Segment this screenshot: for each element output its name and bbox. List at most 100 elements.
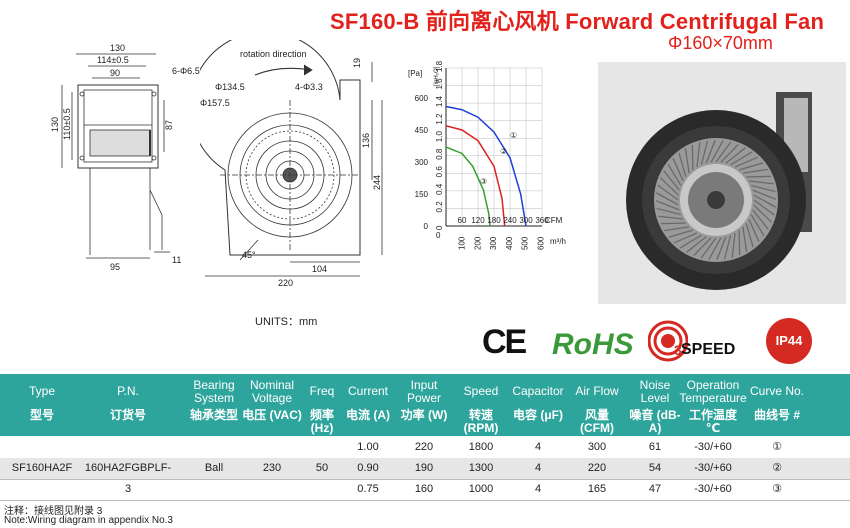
impeller-blade [664,226,690,232]
dim-104: 104 [312,264,327,274]
cell-power: 220 [414,441,434,453]
table-header: Type 型号 P.N. 订货号 Bearing System 轴承类型 Nominal V… [0,374,850,436]
header-cn: 转速 (RPM) [463,408,499,435]
row-divider [0,500,850,501]
header-cell: Capacitor 电容 (μF) [508,374,568,436]
impeller-blade [672,157,684,182]
cell-curve: ② [772,462,782,474]
ip44-badge: IP44 [766,318,812,364]
cell-speed: 1300 [468,462,494,474]
header-en: Bearing System [193,377,235,405]
cell-voltage: 230 [262,462,282,474]
header-cn: 电流 (A) [346,408,390,422]
impeller-blade [723,234,732,260]
cfm-tick-label: 360 [535,216,549,225]
dim-11: 11 [172,255,181,265]
header-en: Operation Temperature [679,377,747,405]
m3h-axis-label: m³/h [550,237,566,246]
page-subtitle: Φ160×70mm [668,33,773,53]
curve-label-2: ② [500,147,507,156]
dim-phi134: Φ134.5 [215,82,245,92]
impeller-blade [742,226,748,252]
impeller-blade [700,237,717,259]
fan-product-image [598,62,846,304]
dim-holes: 6-Φ6.5 [172,66,200,76]
units-label: UNITS：mm [255,316,318,328]
table-row: 0.75 160 1000 4 165 47 -30/+60 ③ [0,479,850,500]
impeller-blade [752,209,769,230]
rotation-direction-label: rotation direction [240,49,307,59]
row-divider [0,479,850,480]
side-view-drawing: 130 114±0.5 90 6-Φ6.5 130 110±0.5 87 95 … [50,43,200,272]
ce-mark: CE [482,323,527,361]
impeller-blade [745,222,754,248]
curve-series-3 [445,146,491,227]
impeller-blade [731,232,736,258]
header-en: Noise Level [639,377,671,405]
impeller-blade [663,170,680,191]
cell-current: 1.00 [357,441,379,453]
dim-95: 95 [110,262,120,272]
impeller-blade [656,207,682,216]
impeller-blade [716,236,727,261]
cfm-tick-label: 120 [471,216,485,225]
cell-airflow: 220 [587,462,607,474]
inh2o-tick-label: 1.0 [435,131,444,143]
pa-tick-label: 0 [424,222,429,231]
cell-speed: 1000 [468,483,494,495]
impeller-blade [738,162,764,171]
cell-noise: 61 [648,441,662,453]
header-en: Speed [463,384,499,398]
impeller-blade [730,151,753,166]
header-cell: Bearing System 轴承类型 [179,374,249,436]
header-en: Current [347,384,388,398]
note-english: Note:Wiring diagram in appendix No.3 [4,515,173,526]
cell-temp: -30/+60 [694,462,732,474]
header-cn: 风量 (CFM) [580,408,614,435]
header-cn: 工作温度 ℃ [688,408,737,435]
dim-87: 87 [164,120,174,130]
cell-airflow: 300 [587,441,607,453]
speed-badge-icon: 3 [648,320,688,362]
impeller-blade [753,204,773,223]
cell-noise: 54 [648,462,662,474]
m3h-tick-label: 100 [458,236,467,250]
header-cn: 电压 (VAC) [242,408,302,422]
header-cn: 电容 (μF) [513,408,563,422]
inh2o-tick-label: 0.2 [435,201,444,213]
cell-speed: 1800 [468,441,494,453]
rohs-mark: RoHS [552,328,634,361]
impeller-blade [693,237,712,257]
page-title: SF160-B 前向离心风机 Forward Centrifugal Fan [330,9,825,34]
header-cell: Input Power 功率 (W) [398,374,450,436]
impeller-blade [657,184,679,201]
impeller-blade [705,139,716,164]
cell-current: 0.90 [357,462,379,474]
speed-label: SPEED [681,341,736,358]
header-cn: 频率 (Hz) [309,408,334,435]
impeller-blade [696,142,701,168]
dim-phi157: Φ157.5 [200,98,230,108]
impeller-blade [710,140,724,163]
pa-unit: [Pa] [408,69,422,78]
header-cell: Type 型号 [2,374,82,436]
pa-tick-label: 600 [415,94,429,103]
curve-series-2 [445,125,506,227]
cell-freq: 50 [315,462,329,474]
header-cn: 功率 (W) [400,408,448,422]
header-en: Capacitor [512,384,564,398]
header-cell: Nominal Voltage 电压 (VAC) [242,374,302,436]
header-en: Type [28,384,55,398]
inh2o-unit: [inH₂O] [434,66,440,86]
impeller-blade [678,152,687,178]
impeller-blade [708,237,722,260]
cell-capacitor: 4 [534,462,542,474]
dim-4-holes: 4-Φ3.3 [295,82,323,92]
impeller-blade [659,177,679,196]
curve-label-3: ③ [480,177,487,186]
cell-capacitor: 4 [534,483,542,495]
dim-45-deg: 45° [242,250,256,260]
header-cell: Freq 频率 (Hz) [302,374,342,436]
dim-136: 136 [361,133,371,148]
